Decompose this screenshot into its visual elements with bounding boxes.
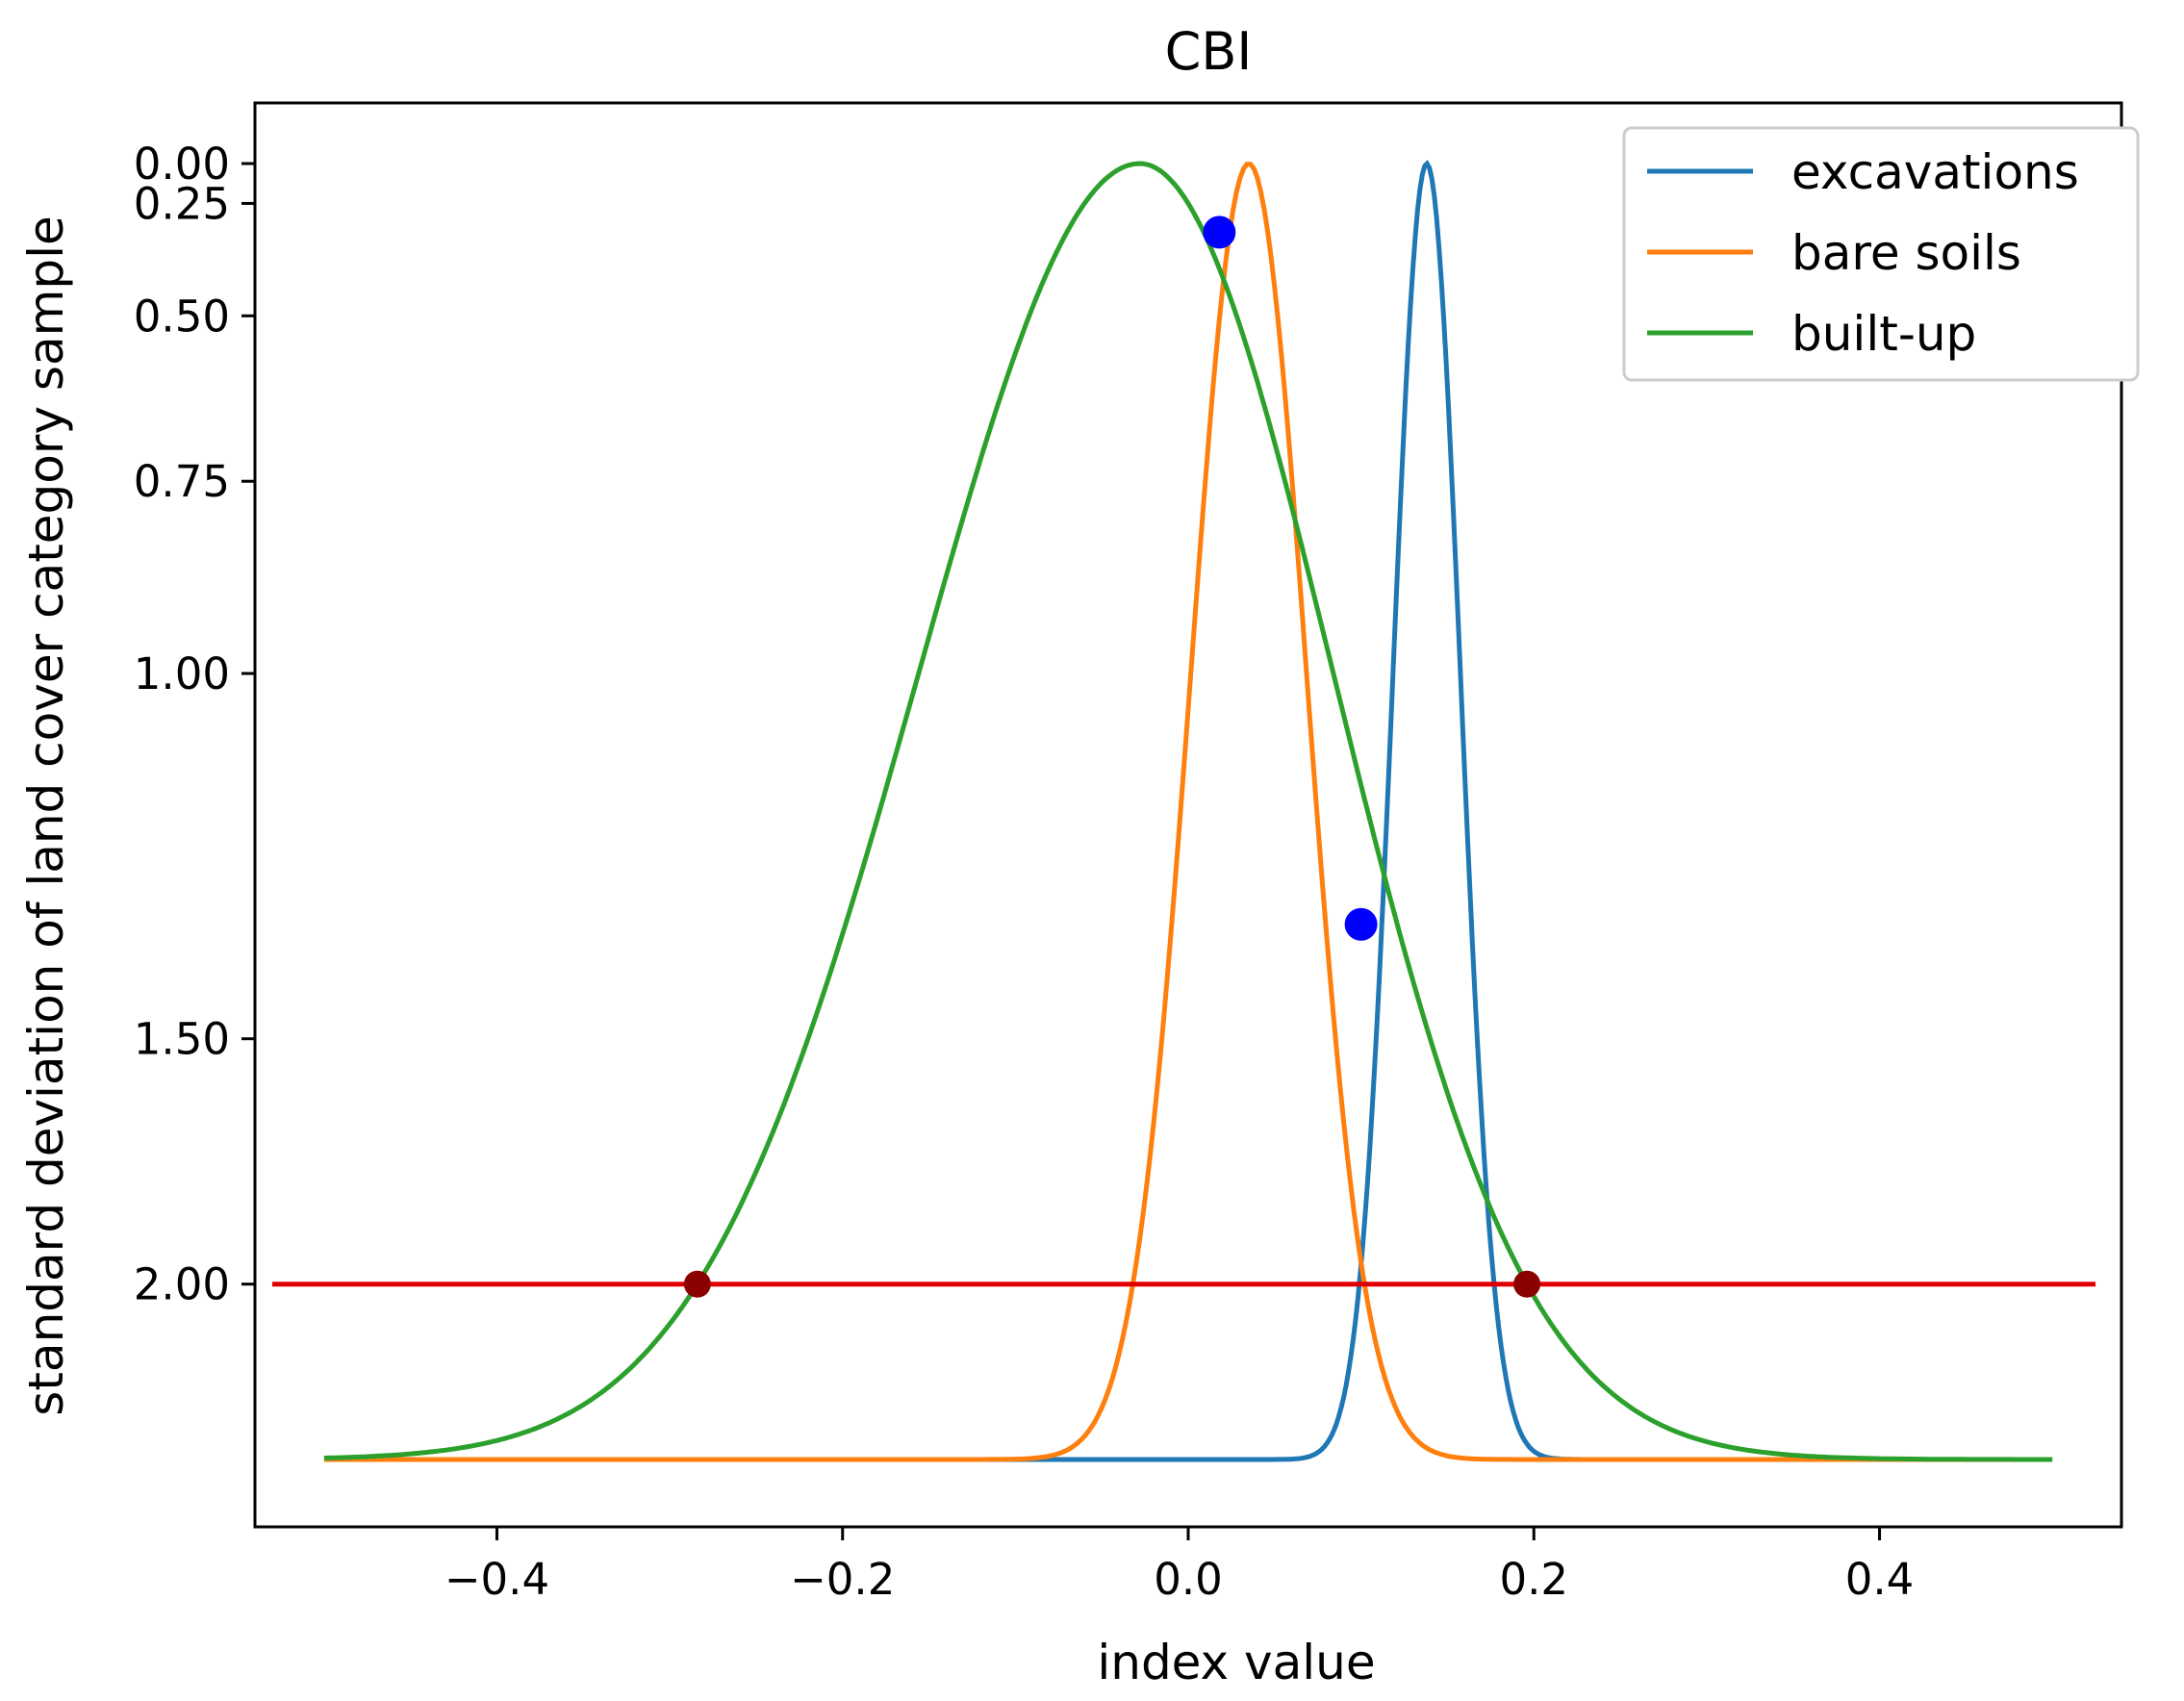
- x-tick-label: 0.4: [1845, 1554, 1915, 1605]
- y-tick-label: 0.50: [134, 291, 230, 342]
- legend-label-excavations: excavations: [1791, 144, 2079, 200]
- x-tick-label: 0.2: [1499, 1554, 1568, 1605]
- legend-label-built-up: built-up: [1791, 306, 1976, 362]
- y-tick-label: 0.25: [134, 178, 230, 229]
- y-tick-label: 1.00: [134, 648, 230, 699]
- chart-title: CBI: [1165, 21, 1253, 82]
- x-axis: −0.4 −0.2 0.0 0.2 0.4: [444, 1527, 1914, 1605]
- intersection-point-2: [1344, 907, 1378, 941]
- y-tick-label: 2.00: [134, 1259, 230, 1310]
- plot-area: [271, 160, 2096, 1462]
- y-axis: 0.000.25 0.50 0.75 1.00 1.50 2.00: [134, 139, 255, 1310]
- series-line-built-up: [323, 161, 2053, 1462]
- x-tick-label: 0.0: [1154, 1554, 1223, 1605]
- threshold-point-1: [683, 1270, 711, 1298]
- chart-marks: [683, 216, 1541, 1298]
- legend-label-bare-soils: bare soils: [1791, 225, 2021, 281]
- x-tick-label: −0.2: [790, 1554, 895, 1605]
- series-line-bare-soils: [323, 162, 2053, 1462]
- y-tick-label: 0.00: [134, 139, 230, 190]
- legend: excavations bare soils built-up: [1622, 126, 2140, 382]
- x-axis-label: index value: [1097, 1635, 1375, 1690]
- threshold-point-2: [1513, 1270, 1541, 1298]
- series-line-excavations: [496, 160, 1689, 1462]
- intersection-point-1: [1203, 216, 1236, 249]
- y-axis-label: standard deviation of land cover categor…: [18, 216, 74, 1415]
- legend-box: [1622, 126, 2140, 382]
- x-tick-label: −0.4: [444, 1554, 549, 1605]
- y-tick-label: 0.75: [134, 456, 230, 507]
- y-tick-label: 1.50: [134, 1014, 230, 1065]
